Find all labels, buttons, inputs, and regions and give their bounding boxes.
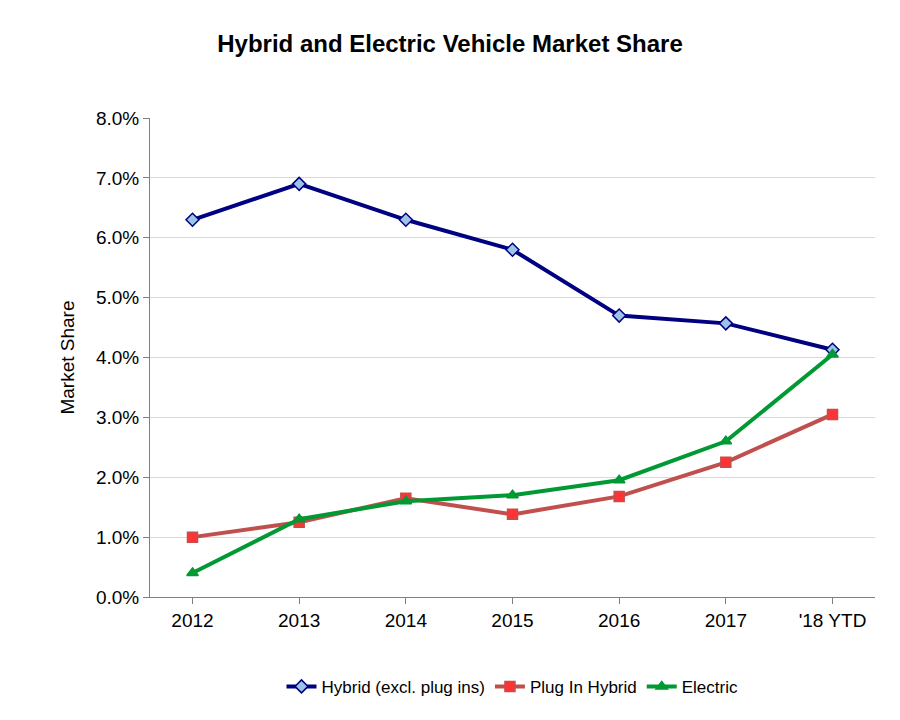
svg-text:2016: 2016	[598, 610, 640, 631]
svg-text:7.0%: 7.0%	[96, 168, 139, 189]
svg-text:2.0%: 2.0%	[96, 467, 139, 488]
svg-text:4.0%: 4.0%	[96, 347, 139, 368]
svg-text:8.0%: 8.0%	[96, 108, 139, 129]
svg-text:Hybrid and Electric Vehicle Ma: Hybrid and Electric Vehicle Market Share	[217, 30, 683, 57]
svg-text:Hybrid (excl. plug ins): Hybrid (excl. plug ins)	[322, 678, 485, 697]
svg-text:2017: 2017	[705, 610, 747, 631]
svg-text:1.0%: 1.0%	[96, 527, 139, 548]
svg-text:5.0%: 5.0%	[96, 287, 139, 308]
svg-text:2014: 2014	[385, 610, 428, 631]
svg-text:0.0%: 0.0%	[96, 587, 139, 608]
svg-text:'18 YTD: '18 YTD	[799, 610, 867, 631]
svg-text:2012: 2012	[171, 610, 213, 631]
svg-text:3.0%: 3.0%	[96, 407, 139, 428]
svg-text:Electric: Electric	[682, 678, 738, 697]
svg-text:6.0%: 6.0%	[96, 227, 139, 248]
svg-text:2015: 2015	[491, 610, 533, 631]
svg-text:Market Share: Market Share	[57, 300, 78, 414]
svg-text:2013: 2013	[278, 610, 320, 631]
svg-text:Plug In Hybrid: Plug In Hybrid	[530, 678, 637, 697]
